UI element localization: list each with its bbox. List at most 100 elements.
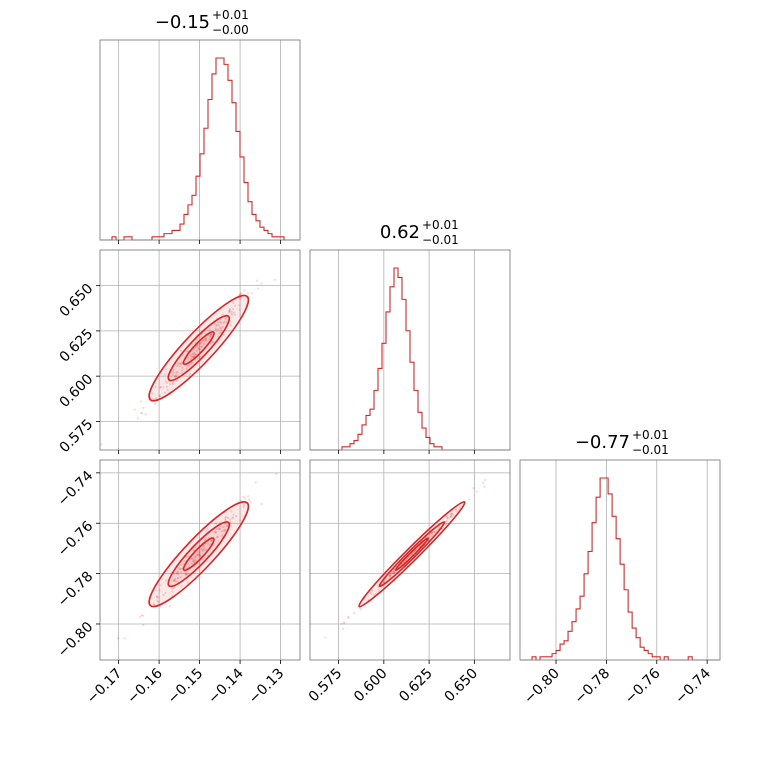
scatter-point-0-1-188 [178,364,181,368]
scatter-point-0-2-202 [194,555,197,558]
scatter-point-0-1-59 [197,357,200,360]
scatter-point-0-1-117 [218,326,222,329]
title-median-param-1: 0.62 [380,222,420,243]
title-upper-error-param-0: +0.01 [212,8,249,22]
scatter-point-0-2-44 [225,524,228,527]
scatter-point-0-2-118 [218,527,221,531]
scatter-point-0-1-11 [215,323,218,327]
scatter-point-0-2-178 [215,535,219,539]
scatter-point-1-2-159 [393,568,396,571]
contour-1-2-level-1 [378,521,446,588]
xtick-label-param-2-1: −0.78 [572,666,614,708]
scatter-point-0-1-126 [239,292,243,295]
scatter-point-0-2-87 [199,554,202,557]
panel-frame-r1c0 [99,249,301,451]
scatter-point-0-1-82 [185,365,189,368]
scatter-point-0-2-137 [140,614,143,617]
scatter-point-0-1-53 [140,400,143,403]
scatter-point-0-2-120 [210,539,213,542]
xtick-label-param-0-1: −0.16 [124,665,166,707]
scatter-point-0-1-31 [152,397,155,401]
scatter-point-0-1-129 [209,335,212,338]
ytick-label-param-2-2: −0.76 [55,518,97,560]
scatter-point-0-2-213 [183,559,186,562]
ytick-label-param-2-3: −0.74 [55,468,97,510]
scatter-point-0-2-122 [231,517,234,520]
scatter-point-1-2-48 [353,611,356,615]
scatter-point-1-2-102 [450,513,453,516]
xtick-label-param-2-3: −0.74 [672,665,714,707]
scatter-point-1-2-11 [484,478,487,482]
scatter-point-0-1-32 [172,368,176,371]
scatter-point-0-1-177 [222,333,226,336]
scatter-point-0-1-164 [210,333,213,336]
title-median-param-0: −0.15 [155,12,210,33]
scatter-point-0-1-2 [208,338,211,341]
scatter-point-0-2-115 [172,579,176,583]
scatter-point-0-2-218 [190,557,194,560]
panel-frame-r2c2 [519,459,721,661]
scatter-point-0-1-104 [228,309,231,312]
scatter-point-0-2-169 [197,550,200,553]
scatter-point-0-1-36 [142,406,145,409]
scatter-point-0-2-121 [190,562,194,565]
scatter-point-1-2-144 [455,508,458,511]
scatter-point-0-2-156 [193,559,196,562]
scatter-point-0-1-69 [176,364,179,368]
contour-0-2-level-1 [167,521,231,588]
scatter-point-0-2-116 [226,516,230,520]
scatter-point-0-1-55 [239,292,242,295]
scatter-point-0-2-208 [239,499,242,502]
scatter-point-0-2-180 [171,590,174,593]
scatter-point-1-2-53 [377,587,380,590]
scatter-point-0-1-14 [232,301,235,304]
scatter-point-0-2-219 [180,563,183,567]
scatter-point-0-1-138 [219,321,222,324]
scatter-point-0-2-123 [216,535,219,538]
scatter-point-1-2-42 [342,621,346,624]
scatter-point-0-2-71 [157,596,160,599]
scatter-point-0-1-110 [203,342,206,345]
scatter-point-0-2-151 [164,591,167,595]
scatter-point-0-1-216 [210,333,213,336]
scatter-point-0-1-52 [175,371,178,374]
scatter-point-0-1-76 [166,381,169,384]
scatter-point-0-2-104 [182,562,185,566]
title-lower-error-param-2: −0.01 [632,443,669,457]
scatter-point-0-1-17 [179,362,182,365]
title-param-0: −0.15 +0.01−0.00 [155,8,249,37]
scatter-point-1-2-80 [444,523,448,526]
panel-frame-r1c1 [309,249,511,451]
scatter-point-0-2-127 [179,575,182,579]
scatter-point-0-2-129 [231,516,235,519]
scatter-point-1-2-217 [393,571,396,574]
contour-0-1-level-1 [167,314,231,382]
scatter-point-0-2-211 [224,516,227,519]
scatter-point-0-2-17 [254,481,257,484]
scatter-point-1-2-86 [433,530,436,534]
scatter-point-0-1-124 [228,309,232,313]
scatter-point-0-1-23 [209,335,212,338]
scatter-point-1-2-103 [452,513,455,516]
scatter-point-0-2-55 [223,522,227,525]
scatter-point-1-2-112 [388,576,391,579]
scatter-point-0-1-7 [164,380,167,383]
scatter-point-0-2-145 [173,572,176,575]
ytick-label-param-1-3: 0.650 [57,281,97,321]
scatter-point-0-1-212 [187,363,190,367]
scatter-point-1-2-127 [431,531,434,534]
scatter-point-0-1-210 [200,345,203,348]
scatter-point-1-2-23 [370,592,373,595]
scatter-point-0-2-24 [116,637,120,640]
scatter-point-0-1-153 [176,362,179,366]
scatter-point-1-2-186 [435,530,438,533]
scatter-point-0-1-113 [250,292,253,295]
scatter-point-0-2-184 [159,584,162,587]
scatter-point-0-1-89 [195,338,198,341]
scatter-point-0-1-159 [136,417,140,420]
scatter-point-0-1-179 [210,334,213,337]
scatter-point-0-2-200 [221,534,224,537]
scatter-point-0-1-165 [196,346,200,349]
scatter-point-1-2-120 [451,512,454,515]
scatter-point-0-2-101 [214,530,217,533]
